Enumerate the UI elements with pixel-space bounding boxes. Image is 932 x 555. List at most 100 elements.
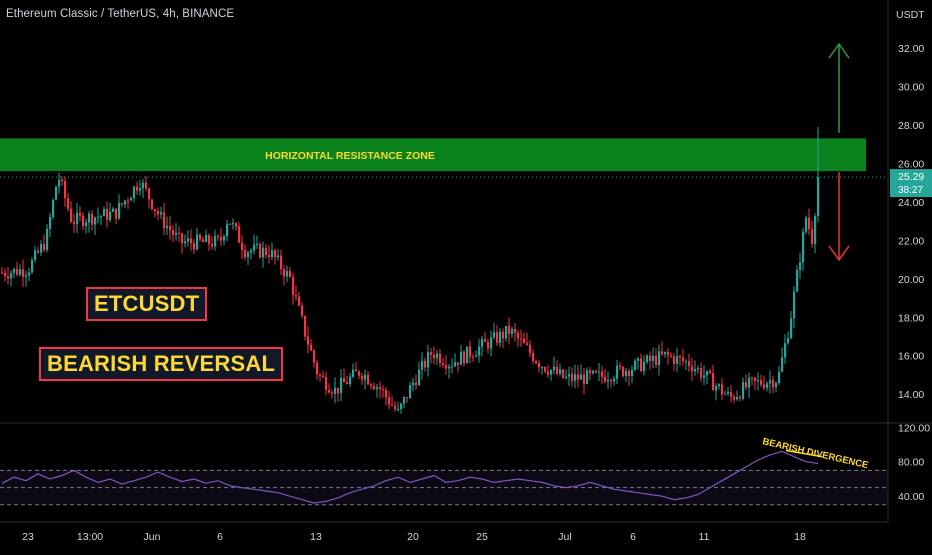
candle-body: [148, 188, 151, 200]
candle-body: [670, 355, 673, 357]
resistance-zone: [0, 138, 866, 172]
price-axis-tick: 26.00: [898, 158, 924, 170]
candle-body: [535, 361, 538, 363]
candle-body: [100, 216, 103, 218]
candle-body: [127, 200, 130, 202]
candle-body: [79, 212, 82, 216]
time-axis-label: 6: [217, 531, 223, 543]
candle-body: [469, 346, 472, 357]
candle-body: [1, 272, 4, 274]
candle-body: [34, 250, 37, 261]
candle-body: [85, 222, 88, 227]
candle-body: [817, 177, 820, 212]
chart-title: Ethereum Classic / TetherUS, 4h, BINANCE: [6, 8, 235, 20]
candle-body: [400, 403, 403, 410]
divergence-line: [785, 449, 823, 458]
time-axis-label: 23: [22, 531, 34, 543]
candle-body: [805, 217, 808, 232]
candle-body: [214, 235, 217, 247]
candle-body: [223, 236, 226, 241]
candle-body: [289, 271, 292, 278]
candle-body: [172, 230, 175, 235]
candle-body: [145, 182, 148, 189]
candle-body: [73, 221, 76, 225]
time-axis-label: Jun: [144, 531, 161, 543]
candle-body: [130, 198, 133, 201]
candle-body: [37, 250, 40, 253]
candle-body: [256, 244, 259, 246]
candle-body: [715, 386, 718, 391]
candle-body: [457, 362, 460, 365]
candle-body: [421, 360, 424, 370]
candle-body: [553, 366, 556, 371]
candle-body: [10, 272, 13, 279]
candle-body: [250, 250, 253, 253]
candle-body: [229, 223, 232, 225]
candle-body: [436, 353, 439, 359]
candle-body: [652, 355, 655, 361]
candle-body: [349, 376, 352, 385]
candle-body: [565, 376, 568, 378]
candle-body: [763, 384, 766, 388]
candle-body: [406, 397, 409, 399]
time-axis-label: 20: [407, 531, 419, 543]
candle-body: [88, 213, 91, 223]
candle-body: [235, 223, 238, 227]
candle-body: [334, 387, 337, 394]
candle-body: [691, 366, 694, 372]
candle-body: [82, 215, 85, 227]
candle-body: [19, 269, 22, 275]
candle-body: [160, 212, 163, 215]
candle-body: [313, 350, 316, 363]
candle-body: [694, 368, 697, 372]
candle-body: [700, 368, 703, 378]
candle-body: [106, 209, 109, 220]
candle-body: [22, 269, 25, 277]
candle-body: [529, 344, 532, 353]
candle-body: [103, 209, 106, 217]
candle-body: [52, 199, 55, 217]
candle-body: [589, 370, 592, 374]
candle-body: [415, 382, 418, 386]
candle-body: [655, 355, 658, 366]
candle-body: [274, 250, 277, 258]
candle-body: [109, 211, 112, 220]
candle-body: [796, 269, 799, 292]
candle-body: [202, 239, 205, 242]
candle-body: [367, 374, 370, 385]
candle-body: [40, 244, 43, 253]
candle-body: [301, 305, 304, 316]
candle-body: [16, 268, 19, 275]
candle-body: [70, 208, 73, 222]
candle-body: [247, 252, 250, 258]
candle-body: [208, 235, 211, 244]
candle-body: [304, 315, 307, 337]
resistance-zone-label: HORIZONTAL RESISTANCE ZONE: [265, 150, 435, 162]
candle-body: [541, 367, 544, 369]
candle-body: [649, 355, 652, 361]
candle-body: [685, 361, 688, 363]
candle-body: [232, 223, 235, 225]
candle-body: [625, 370, 628, 376]
candle-body: [466, 346, 469, 364]
candle-body: [136, 186, 139, 191]
candle-body: [151, 199, 154, 210]
candle-body: [361, 375, 364, 380]
candle-body: [271, 250, 274, 258]
candle-body: [118, 203, 121, 219]
candle-body: [178, 232, 181, 234]
candle-body: [379, 387, 382, 390]
arrow-down-head: [828, 245, 850, 262]
candle-body: [577, 374, 580, 380]
time-axis-label: 25: [476, 531, 488, 543]
candle-body: [784, 343, 787, 358]
rsi-axis-tick: 80.00: [898, 457, 924, 469]
candle-body: [238, 226, 241, 243]
candle-body: [808, 217, 811, 229]
price-axis-tick: 24.00: [898, 197, 924, 209]
candle-body: [193, 243, 196, 250]
time-axis-label: 13:00: [77, 531, 103, 543]
candle-body: [718, 384, 721, 387]
